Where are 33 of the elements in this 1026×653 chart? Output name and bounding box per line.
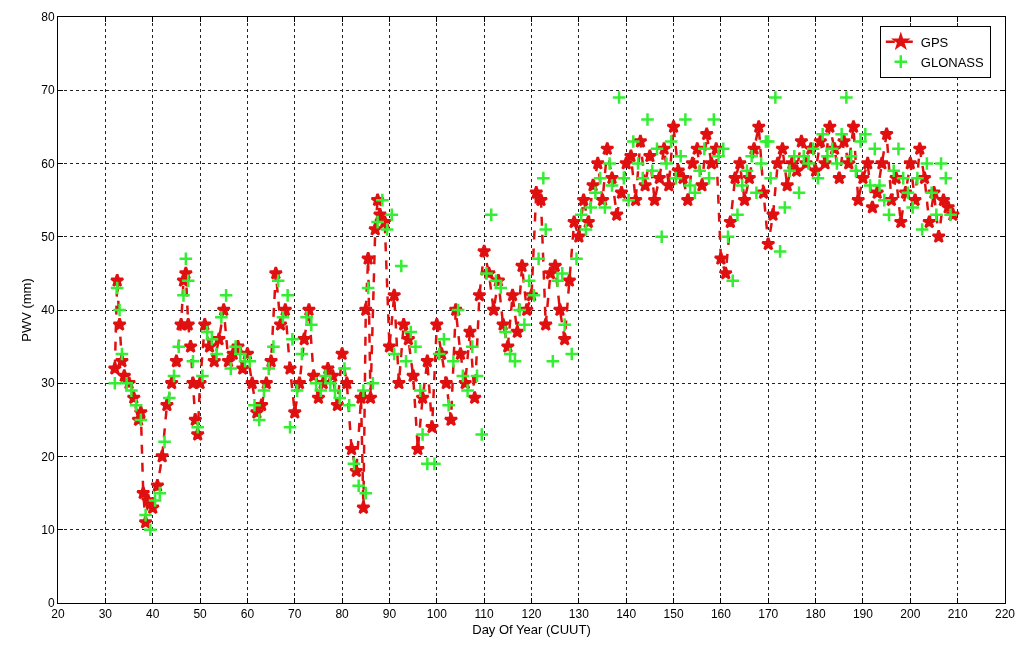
x-tick-label: 200: [900, 607, 921, 622]
y-tick-label: 30: [41, 376, 55, 391]
x-tick-label: 60: [240, 607, 255, 622]
x-tick-label: 210: [947, 607, 968, 622]
legend-label: GPS: [920, 34, 949, 50]
x-tick-label: 40: [146, 607, 160, 622]
y-tick-label: 40: [41, 303, 55, 318]
x-tick-label: 90: [382, 607, 397, 622]
x-tick-label: 80: [335, 607, 350, 622]
y-axis-title: PWV (mm): [19, 278, 35, 342]
x-tick-label: 30: [98, 607, 113, 622]
y-tick-label: 60: [41, 156, 55, 171]
x-tick-label: 110: [474, 607, 495, 622]
x-tick-label: 130: [568, 607, 590, 622]
x-tick-label: 70: [288, 607, 302, 622]
y-tick-label: 80: [41, 10, 55, 25]
y-tick-label: 10: [41, 522, 55, 537]
x-tick-label: 120: [521, 607, 542, 622]
x-tick-label: 180: [805, 607, 826, 622]
x-tick-label: 220: [994, 607, 1016, 622]
x-tick-label: 160: [710, 607, 732, 622]
x-tick-label: 140: [616, 607, 637, 622]
x-tick-label: 170: [758, 607, 779, 622]
x-tick-label: 50: [193, 607, 208, 622]
x-tick-label: 190: [852, 607, 874, 622]
x-tick-label: 20: [51, 607, 65, 622]
x-axis-title: Day Of Year (CUUT): [472, 622, 591, 637]
x-tick-label: 100: [426, 607, 448, 622]
x-tick-label: 150: [663, 607, 684, 622]
y-tick-label: 20: [41, 449, 55, 464]
y-tick-label: 70: [41, 83, 55, 98]
y-tick-label: 50: [41, 229, 55, 244]
legend-label: GLONASS: [920, 54, 984, 70]
